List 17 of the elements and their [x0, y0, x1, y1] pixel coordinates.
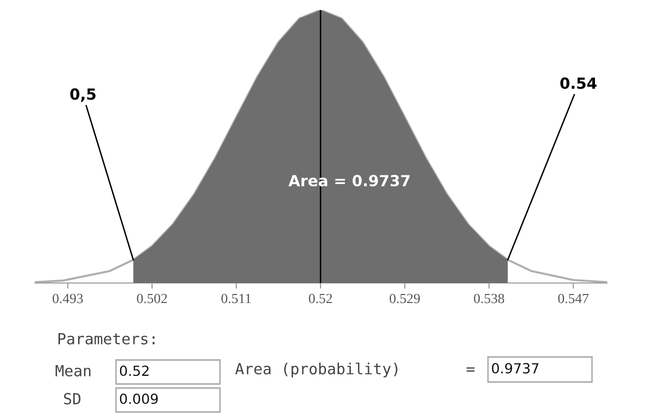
text: 0.52	[120, 366, 149, 376]
x-tick-label: 0.547	[558, 294, 589, 304]
x-tick-label: 0.502	[136, 294, 167, 304]
text: Mean	[56, 365, 90, 376]
text: 0.009	[120, 394, 158, 404]
x-tick-label: 0.511	[221, 294, 251, 304]
x-tick-label: 0.529	[390, 294, 420, 304]
x-tick-label: 0.538	[474, 294, 504, 304]
text: SD	[64, 392, 80, 404]
text: Parameters:	[58, 333, 155, 344]
x-tick-label: 0.52	[308, 294, 332, 304]
annotation: 0,5	[70, 88, 96, 102]
text: Area (probability)	[235, 362, 398, 378]
text: 0.9737	[492, 363, 538, 374]
text: =	[466, 367, 475, 372]
x-tick-label: 0.493	[52, 294, 83, 304]
annotation: 0.54	[560, 77, 597, 89]
